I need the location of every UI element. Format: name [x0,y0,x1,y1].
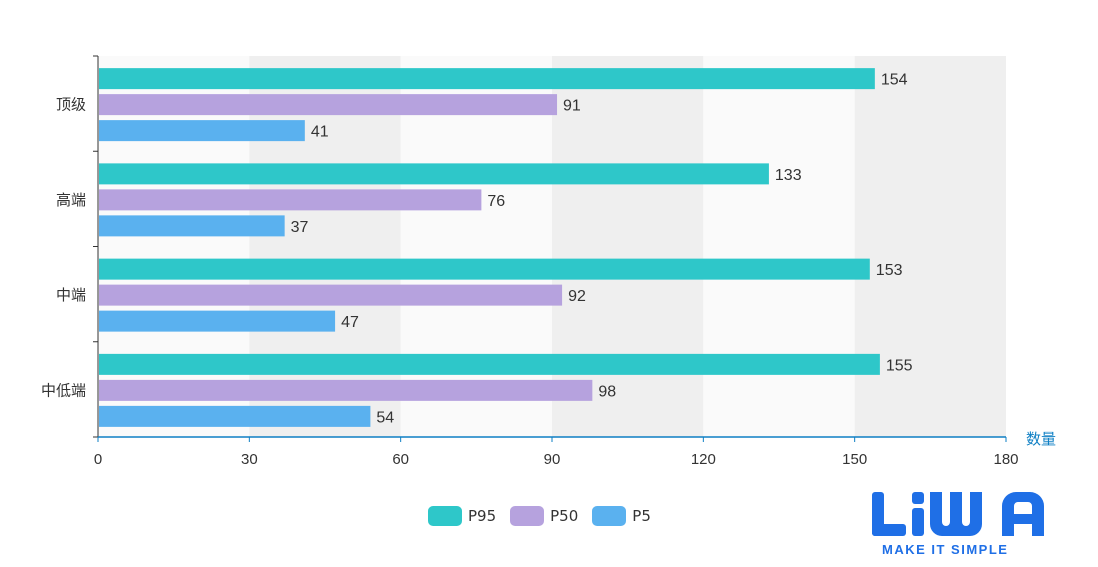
x-tick-label: 30 [241,451,258,468]
bar-p50-2[interactable] [99,284,563,306]
data-labels: 154 91 41 133 76 37 153 92 47 155 98 54 [291,72,913,427]
data-label: 154 [881,72,908,89]
data-label: 98 [598,383,616,400]
data-label: 155 [886,357,913,374]
bar-p5-0[interactable] [99,120,305,142]
data-label: 41 [311,124,329,141]
grid-band [703,56,855,437]
data-label: 133 [775,167,802,184]
legend-label: P95 [468,507,497,525]
grid-band [854,56,1006,437]
data-label: 92 [568,288,586,305]
bar-p5-2[interactable] [99,310,336,332]
legend-item-p50[interactable]: P50 [510,506,578,526]
x-axis-label: 数量 [1026,431,1056,448]
legend-label: P5 [632,507,651,525]
category-label: 中低端 [41,381,86,399]
legend: P95 P50 P5 [428,506,665,526]
data-label: 54 [376,409,394,426]
data-label: 47 [341,314,359,331]
bar-p5-3[interactable] [99,405,371,427]
data-label: 76 [487,193,505,210]
legend-label: P50 [550,507,579,525]
legend-swatch [592,506,627,526]
x-tick-label: 180 [993,451,1018,468]
legend-item-p95[interactable]: P95 [428,506,496,526]
legend-item-p5[interactable]: P5 [592,506,651,526]
bar-p95-1[interactable] [99,163,769,185]
x-tick-label: 90 [544,451,561,468]
bar-series [99,68,880,427]
data-label: 91 [563,98,581,115]
category-label: 顶级 [56,96,86,114]
legend-swatch [510,506,545,526]
legend-swatch [428,506,462,526]
data-label: 37 [291,219,309,236]
bar-p50-3[interactable] [99,379,593,401]
bar-p95-3[interactable] [99,353,880,375]
liwa-logo: MAKE IT SIMPLE [872,492,1044,557]
category-label: 高端 [56,191,86,209]
x-tick-label: 60 [392,451,409,468]
data-label: 153 [876,262,903,279]
bar-p50-0[interactable] [99,94,558,116]
category-label: 中端 [56,286,86,304]
bar-p5-1[interactable] [99,215,285,237]
x-tick-label: 0 [94,451,102,468]
bar-p95-0[interactable] [99,68,875,90]
x-tick-label: 150 [842,451,867,468]
x-tick-label: 120 [691,451,716,468]
bar-p50-1[interactable] [99,189,482,211]
bar-p95-2[interactable] [99,258,870,280]
logo-tagline: MAKE IT SIMPLE [882,542,1008,557]
